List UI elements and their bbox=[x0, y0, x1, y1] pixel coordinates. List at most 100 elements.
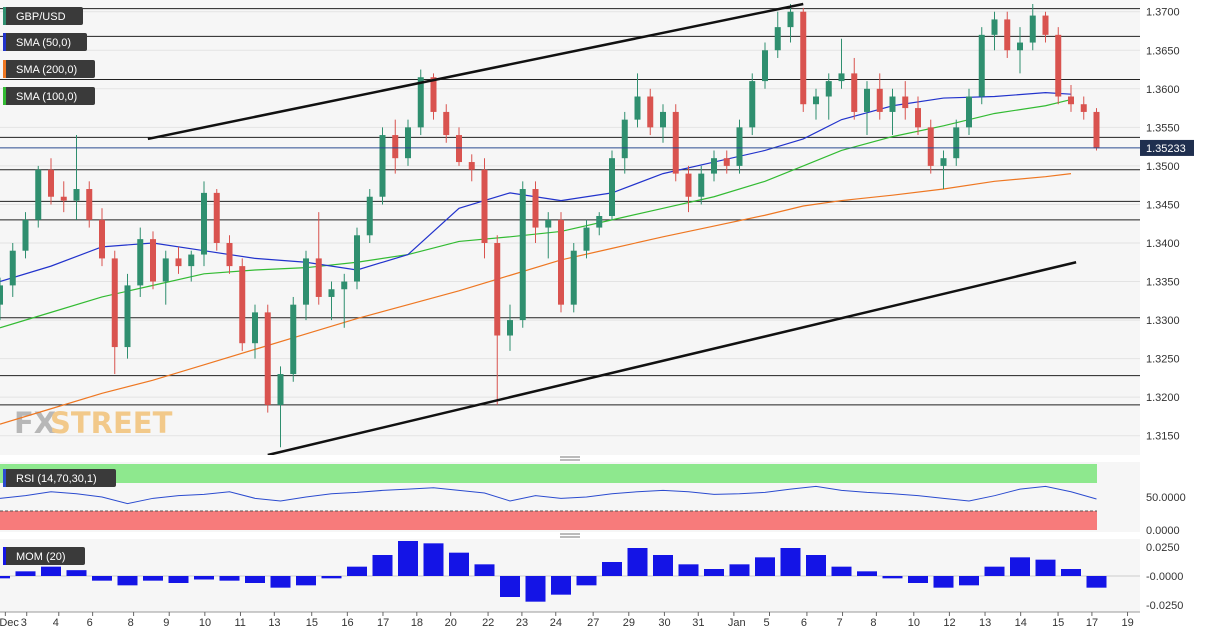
candle-body bbox=[570, 250, 577, 305]
candle-up bbox=[609, 150, 615, 220]
momentum-tick-label: -0.0250 bbox=[1146, 600, 1183, 612]
horizontal-levels bbox=[0, 8, 1140, 406]
candle-up bbox=[303, 250, 309, 321]
candle-body bbox=[175, 258, 182, 267]
candle-body bbox=[558, 219, 564, 305]
watermark-text-fx: FX bbox=[14, 406, 56, 440]
price-tick-label: 1.3250 bbox=[1146, 354, 1180, 366]
candle-down bbox=[111, 250, 118, 375]
legend[interactable]: GBP/USD SMA (50,0) SMA (200,0) SMA (100,… bbox=[3, 7, 95, 105]
candle-body bbox=[443, 111, 450, 136]
candle-body bbox=[507, 320, 513, 336]
panel-resize-handle-2[interactable] bbox=[0, 532, 1140, 539]
momentum-bar bbox=[66, 570, 87, 576]
price-tick-label: 1.3400 bbox=[1146, 238, 1180, 250]
candle-down bbox=[1093, 108, 1100, 151]
momentum-panel[interactable]: 0.0250 -0.0000 -0.0250 MOM (20) bbox=[0, 539, 1183, 612]
momentum-bar bbox=[1061, 569, 1081, 576]
candle-up bbox=[417, 69, 424, 136]
momentum-bar bbox=[398, 541, 418, 576]
candle-down bbox=[86, 181, 93, 228]
candle-up bbox=[354, 227, 360, 290]
x-tick-label: 23 bbox=[516, 617, 528, 629]
rsi-tick-label: 0.0000 bbox=[1146, 525, 1180, 537]
candle-body bbox=[787, 11, 794, 28]
momentum-bar bbox=[602, 562, 622, 576]
x-tick-label: 15 bbox=[1052, 617, 1064, 629]
candle-down bbox=[1055, 27, 1062, 105]
candle-down bbox=[876, 73, 883, 120]
candle-body bbox=[1093, 111, 1100, 149]
legend-sma-200[interactable]: SMA (200,0) bbox=[3, 60, 95, 78]
candle-body bbox=[978, 34, 985, 97]
candle-body bbox=[188, 254, 195, 267]
rsi-series bbox=[0, 485, 1097, 505]
x-tick-label: 11 bbox=[234, 617, 245, 629]
candle-down bbox=[150, 231, 156, 290]
price-tick-label: 1.3200 bbox=[1146, 392, 1180, 404]
x-tick-label: 16 bbox=[341, 617, 353, 629]
price-tick-label: 1.3600 bbox=[1146, 84, 1180, 96]
legend-sma-50[interactable]: SMA (50,0) bbox=[3, 33, 87, 51]
candle-body bbox=[1068, 96, 1074, 105]
candle-body bbox=[341, 281, 348, 290]
candle-up bbox=[0, 277, 3, 321]
legend-symbol[interactable]: GBP/USD bbox=[3, 7, 83, 25]
legend-sma-100[interactable]: SMA (100,0) bbox=[3, 87, 95, 105]
legend-mom-swatch bbox=[3, 547, 6, 565]
candle-up bbox=[73, 135, 80, 220]
legend-sma-100-label: SMA (100,0) bbox=[16, 91, 77, 103]
price-tick-label: 1.3650 bbox=[1146, 45, 1180, 57]
candle-down bbox=[494, 235, 501, 405]
momentum-bar bbox=[117, 576, 138, 586]
candle-body bbox=[162, 258, 169, 282]
trendline bbox=[267, 261, 1077, 457]
x-tick-label: 27 bbox=[587, 617, 599, 629]
rsi-panel[interactable]: 50.0000 0.0000 RSI (14,70,30,1) bbox=[0, 462, 1186, 537]
momentum-bar bbox=[15, 571, 36, 576]
rsi-tick-label: 50.0000 bbox=[1146, 492, 1186, 504]
sma-50-line bbox=[0, 92, 1072, 283]
candle-up bbox=[864, 81, 870, 136]
rsi-axis: 50.0000 0.0000 bbox=[1146, 492, 1186, 537]
candle-body bbox=[481, 169, 488, 243]
candle-down bbox=[315, 212, 322, 305]
candle-body bbox=[22, 219, 29, 251]
candle-body bbox=[315, 258, 322, 297]
candle-body bbox=[609, 158, 615, 217]
legend-sma-50-swatch bbox=[3, 33, 6, 51]
candle-body bbox=[392, 135, 399, 159]
candle-body bbox=[915, 108, 921, 128]
candle-up bbox=[991, 11, 998, 51]
legend-rsi[interactable]: RSI (14,70,30,1) bbox=[3, 469, 116, 487]
candle-up bbox=[749, 73, 756, 136]
candle-down bbox=[175, 246, 182, 274]
candle-down bbox=[672, 104, 679, 182]
momentum-bar bbox=[1035, 559, 1056, 576]
candle-up bbox=[201, 181, 207, 267]
candle-down bbox=[468, 154, 475, 182]
momentum-bar bbox=[984, 566, 1005, 576]
candle-up bbox=[660, 104, 666, 143]
candle-body bbox=[647, 96, 654, 128]
legend-mom[interactable]: MOM (20) bbox=[3, 547, 85, 565]
candle-body bbox=[303, 258, 309, 305]
trendline bbox=[147, 2, 804, 141]
momentum-bar bbox=[653, 555, 673, 576]
legend-sma-50-label: SMA (50,0) bbox=[16, 37, 71, 49]
candle-up bbox=[519, 181, 526, 328]
legend-sma-100-swatch bbox=[3, 87, 6, 105]
legend-symbol-bg bbox=[3, 7, 83, 25]
legend-rsi-bg bbox=[3, 469, 116, 487]
candle-body bbox=[634, 96, 641, 120]
legend-sma-200-label: SMA (200,0) bbox=[16, 64, 77, 76]
candle-body bbox=[991, 19, 998, 35]
momentum-bar bbox=[933, 576, 954, 588]
candle-down bbox=[1068, 84, 1074, 112]
candle-up bbox=[290, 296, 297, 382]
panel-resize-handle-1[interactable] bbox=[0, 455, 1140, 462]
x-tick-label: 30 bbox=[658, 617, 670, 629]
candle-up bbox=[889, 88, 896, 136]
price-panel[interactable]: FX STREET 1.3700 1.3650 1.3600 1.3550 1.3500… bbox=[0, 0, 1194, 457]
